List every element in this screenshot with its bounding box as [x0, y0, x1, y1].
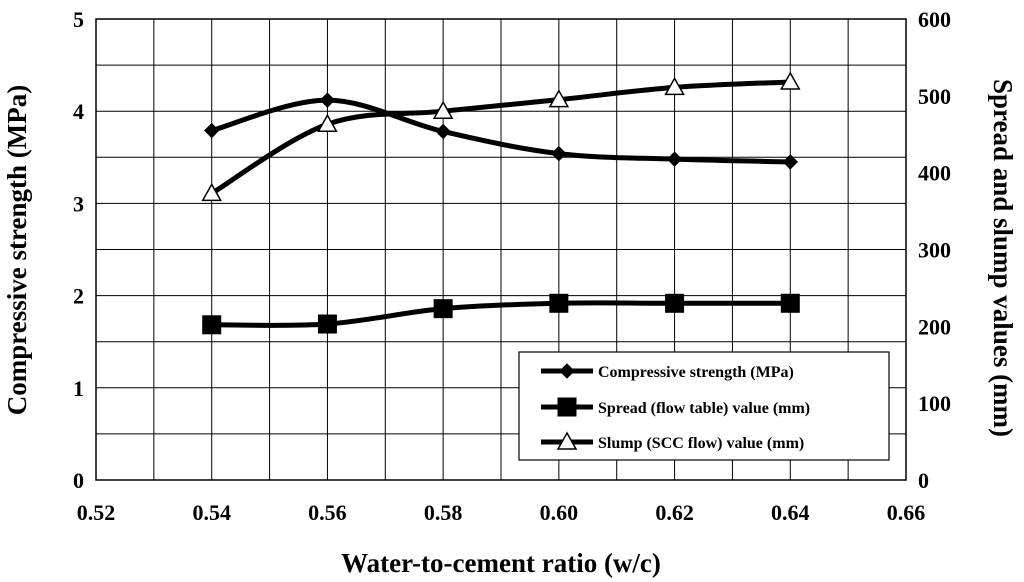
data-point-triangle — [201, 182, 222, 202]
series-square — [202, 293, 800, 335]
legend-items: Compressive strength (MPa) Spread (flow t… — [541, 363, 810, 452]
y-right-tick-label: 400 — [918, 161, 951, 186]
series-line — [209, 79, 793, 196]
y-left-tick-label: 0 — [73, 468, 84, 493]
data-point-diamond — [319, 92, 336, 108]
tick-labels: 0.52 0.54 0.56 0.58 0.60 0.62 0.64 0.66 0 1 2 3 4 5 0 1… — [73, 7, 951, 525]
legend-item: Spread (flow table) value (mm) — [541, 397, 810, 417]
data-point-triangle — [664, 76, 685, 96]
data-point-triangle — [432, 100, 454, 119]
y-right-tick-label: 0 — [918, 468, 929, 493]
data-point-triangle — [548, 89, 570, 108]
y-right-tick-label: 100 — [918, 391, 951, 416]
y-left-tick-label: 1 — [73, 376, 84, 401]
data-point-diamond — [666, 151, 683, 167]
y-right-tick-label: 300 — [918, 238, 951, 263]
legend-label: Slump (SCC flow) value (mm) — [598, 435, 804, 452]
x-axis-title: Water-to-cement ratio (w/c) — [341, 548, 661, 578]
y-axis-left-title: Compressive strength (MPa) — [2, 85, 32, 415]
y-left-tick-label: 3 — [73, 191, 84, 216]
data-point-diamond — [782, 154, 798, 170]
data-point-diamond — [435, 123, 451, 140]
y-right-tick-label: 200 — [918, 314, 951, 339]
x-tick-label: 0.66 — [887, 500, 926, 525]
data-point-diamond — [551, 145, 567, 162]
y-right-tick-label: 600 — [918, 7, 951, 32]
x-tick-label: 0.62 — [655, 500, 694, 525]
data-point-square — [549, 293, 569, 313]
x-tick-label: 0.58 — [424, 500, 463, 525]
legend: Compressive strength (MPa) Spread (flow t… — [518, 351, 890, 461]
data-point-triangle — [317, 113, 338, 133]
legend-label: Spread (flow table) value (mm) — [598, 400, 810, 417]
legend-marker-square — [557, 397, 577, 417]
data-point-square — [317, 314, 337, 334]
series-line — [209, 300, 793, 328]
series-line — [209, 97, 793, 165]
y-axis-right-title: Spread and slump values (mm) — [988, 79, 1018, 437]
x-tick-label: 0.60 — [540, 500, 579, 525]
y-right-tick-label: 500 — [918, 84, 951, 109]
x-tick-label: 0.56 — [308, 500, 347, 525]
series-layer — [201, 71, 801, 335]
y-left-tick-label: 2 — [73, 284, 84, 309]
legend-item: Slump (SCC flow) value (mm) — [541, 431, 804, 452]
series-triangle — [201, 71, 801, 202]
legend-label: Compressive strength (MPa) — [598, 364, 794, 381]
data-point-square — [202, 315, 222, 335]
y-left-tick-label: 5 — [73, 7, 84, 32]
data-point-diamond — [204, 122, 220, 139]
x-tick-label: 0.54 — [192, 500, 231, 525]
plot-frame — [95, 18, 907, 481]
y-left-tick-label: 4 — [73, 99, 84, 124]
legend-marker-triangle — [556, 431, 578, 450]
data-point-square — [665, 293, 685, 313]
x-tick-label: 0.64 — [771, 500, 810, 525]
x-tick-label: 0.52 — [77, 500, 116, 525]
legend-marker-diamond — [559, 363, 575, 379]
data-point-triangle — [780, 71, 801, 90]
data-point-square — [780, 293, 800, 313]
data-point-square — [433, 299, 453, 319]
series-diamond — [204, 92, 798, 170]
legend-item: Compressive strength (MPa) — [541, 363, 794, 381]
